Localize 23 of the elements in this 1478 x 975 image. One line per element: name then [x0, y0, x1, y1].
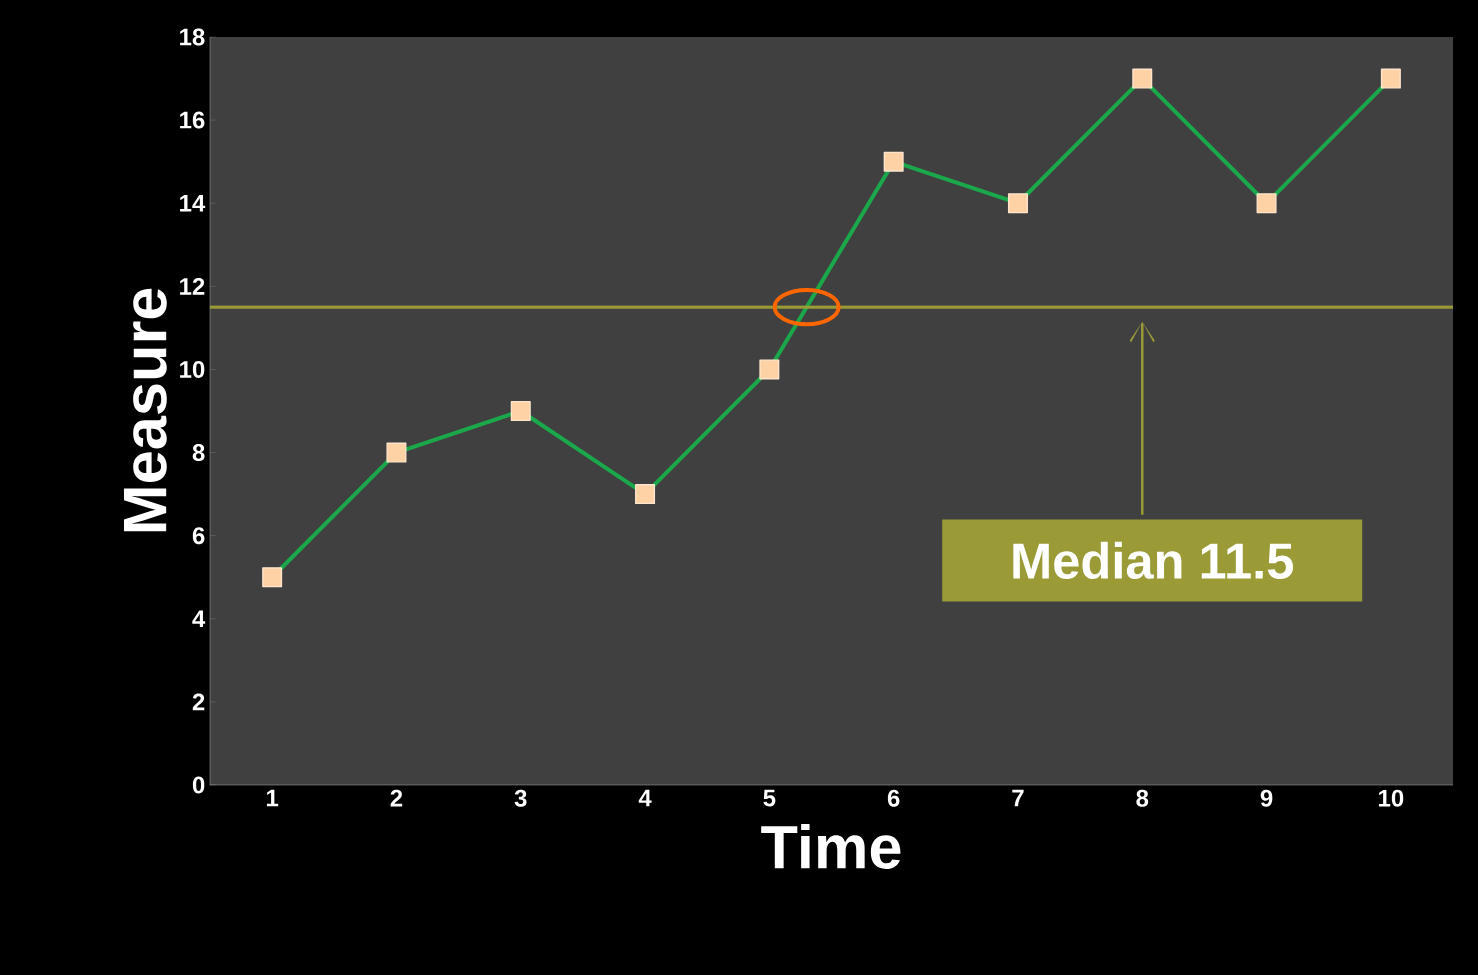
y-tick-label: 14: [180, 194, 206, 212]
x-tick-label: 4: [638, 789, 652, 807]
x-tick-label: 10: [1379, 789, 1404, 807]
y-tick-label: 4: [192, 610, 206, 628]
y-tick-label: 16: [180, 111, 205, 129]
x-tick-label: 2: [390, 789, 403, 807]
x-tick-label: 8: [1136, 789, 1149, 807]
y-tick-label: 2: [192, 693, 205, 711]
y-tick-label: 10: [180, 360, 205, 378]
y-tick-label: 8: [192, 444, 205, 462]
y-tick-label: 18: [180, 28, 205, 46]
y-tick-label: 0: [192, 776, 205, 794]
x-tick-label: 7: [1012, 789, 1024, 807]
y-tick-label: 6: [192, 527, 205, 545]
annotation: Median 11.5: [1013, 541, 1294, 579]
y-axis-title: Measure: [123, 288, 167, 532]
x-tick-label: 5: [763, 789, 776, 807]
x-tick-label: 6: [887, 789, 900, 807]
x-tick-label: 3: [514, 789, 527, 807]
y-tick-label: 12: [180, 277, 205, 295]
x-tick-label: 9: [1260, 789, 1273, 807]
x-tick-label: 1: [266, 789, 279, 807]
x-axis-title: Time: [761, 823, 901, 869]
